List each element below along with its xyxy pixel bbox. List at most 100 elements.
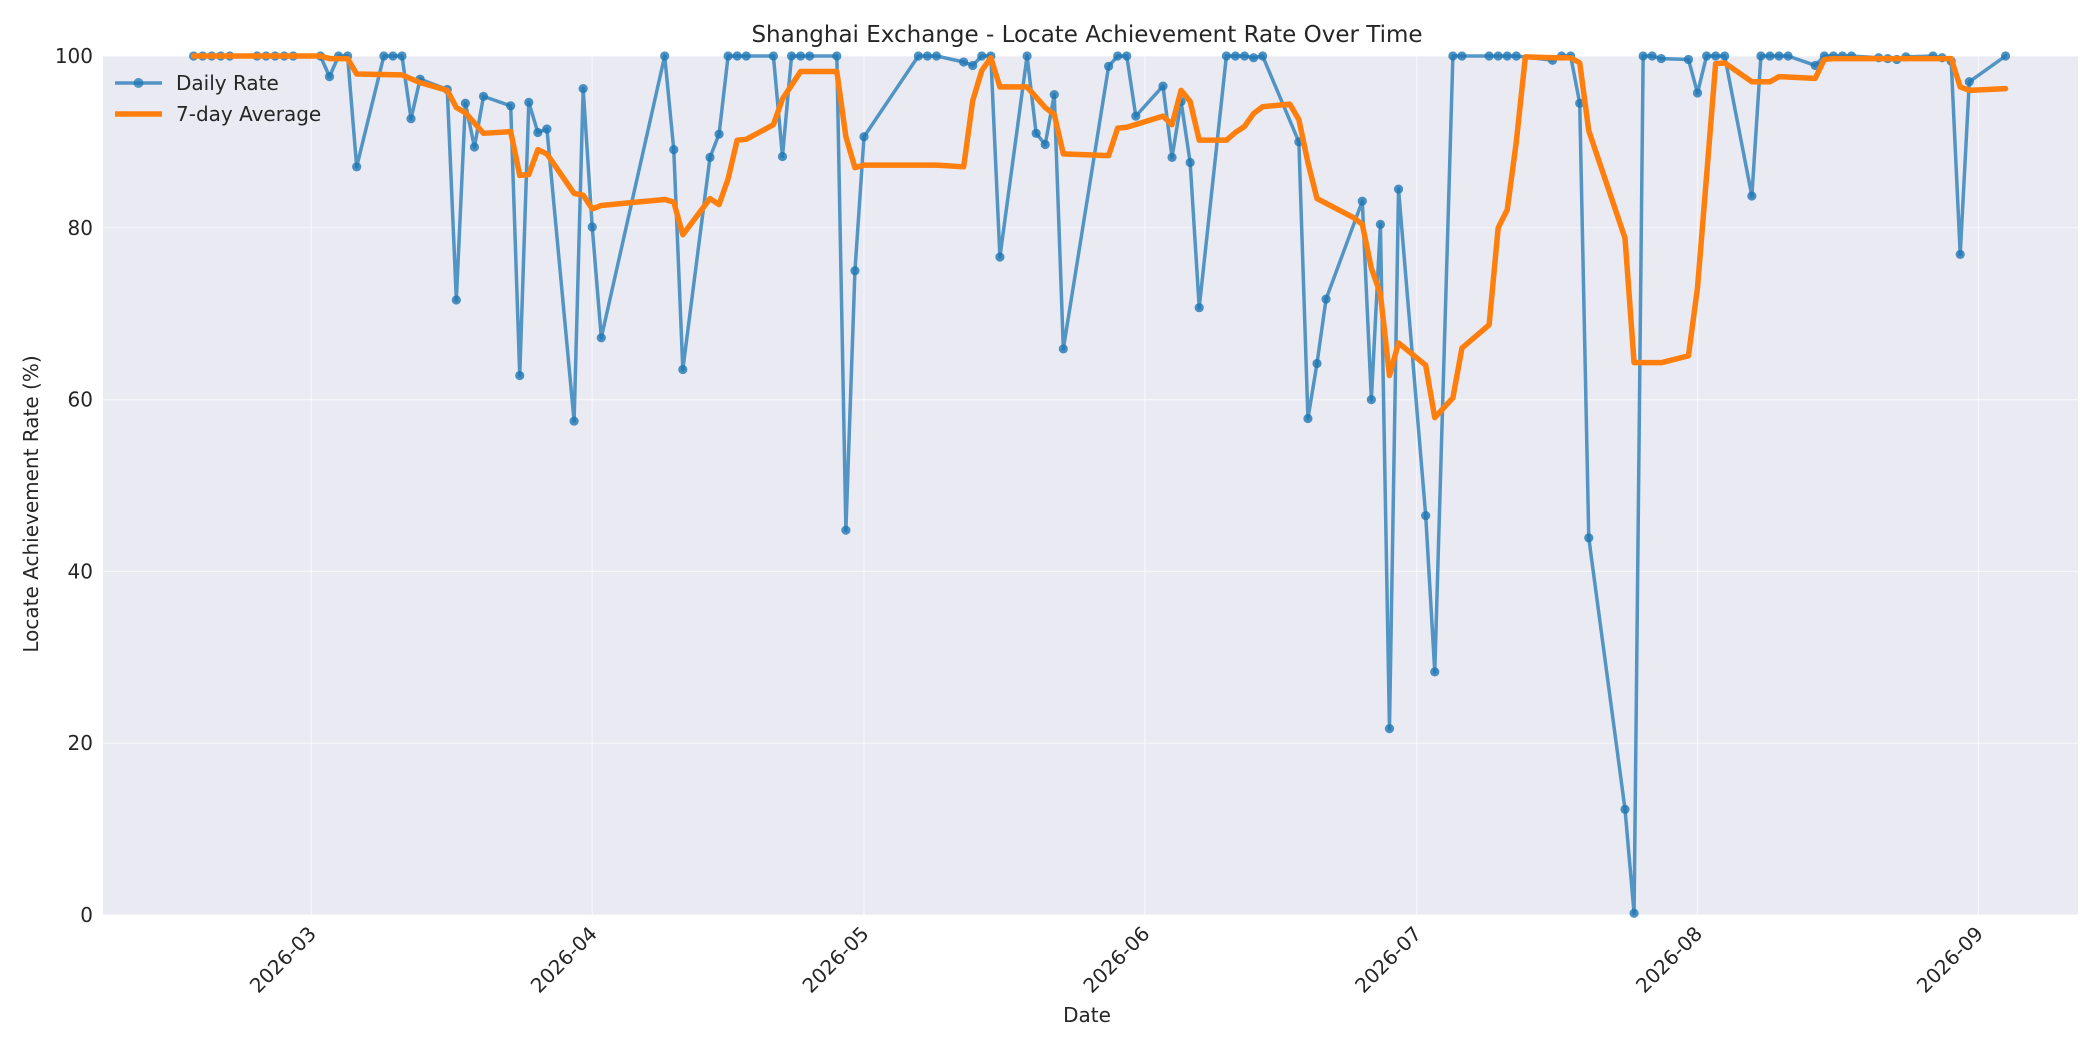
daily-rate-point-77: [1258, 51, 1268, 61]
legend: Daily Rate 7-day Average: [115, 71, 321, 126]
daily-rate-point-53: [931, 51, 942, 61]
daily-rate-point-56: [977, 51, 987, 61]
daily-rate-point-85: [1384, 724, 1395, 734]
daily-rate-point-81: [1321, 294, 1331, 304]
daily-rate-point-82: [1357, 196, 1367, 206]
daily-rate-point-47: [832, 51, 842, 61]
daily-rate-point-93: [1502, 51, 1512, 61]
daily-rate-point-88: [1430, 667, 1440, 677]
daily-rate-point-72: [1194, 303, 1204, 313]
daily-rate-point-21: [451, 295, 461, 305]
daily-rate-point-52: [922, 51, 933, 61]
daily-rate-point-14: [352, 162, 362, 172]
daily-rate-point-16: [388, 51, 398, 61]
daily-rate-point-59: [1022, 51, 1032, 61]
y-tick-label-1: 20: [68, 731, 93, 755]
daily-rate-point-41: [741, 51, 751, 61]
daily-rate-point-35: [669, 145, 679, 155]
daily-rate-point-36: [678, 364, 688, 375]
daily-rate-point-48: [841, 525, 851, 535]
daily-rate-point-113: [1774, 51, 1784, 61]
daily-rate-point-65: [1113, 51, 1123, 61]
y-tick-label-5: 100: [55, 44, 93, 68]
series-layer: [189, 51, 2011, 918]
daily-rate-point-30: [569, 416, 579, 426]
daily-rate-point-64: [1104, 61, 1114, 71]
daily-rate-point-71: [1185, 157, 1195, 168]
daily-rate-point-111: [1756, 51, 1766, 61]
daily-rate-point-75: [1239, 51, 1250, 61]
legend-7day-average-label: 7-day Average: [176, 102, 321, 126]
daily-rate-point-46: [805, 51, 815, 61]
7-day-average-line: [190, 53, 2009, 421]
daily-rate-point-74: [1230, 51, 1241, 61]
y-axis-ticks: 0 20 40 60 80 100: [55, 44, 93, 927]
daily-rate-point-108: [1711, 51, 1721, 61]
daily-rate-point-102: [1638, 51, 1648, 61]
daily-rate-point-104: [1656, 53, 1666, 64]
daily-rate-point-89: [1448, 51, 1458, 61]
daily-rate-point-55: [968, 60, 978, 71]
daily-rate-point-11: [324, 72, 335, 82]
daily-rate-point-94: [1511, 51, 1521, 61]
daily-rate-point-60: [1031, 128, 1041, 138]
y-tick-label-0: 0: [80, 903, 93, 927]
daily-rate-point-58: [995, 252, 1005, 262]
daily-rate-point-129: [2000, 51, 2011, 61]
y-tick-label-4: 80: [68, 216, 93, 240]
daily-rate-point-101: [1629, 908, 1639, 918]
daily-rate-point-84: [1375, 219, 1386, 229]
daily-rate-point-61: [1040, 139, 1050, 150]
daily-rate-point-68: [1158, 81, 1168, 91]
daily-rate-point-29: [542, 124, 552, 134]
daily-rate-point-24: [478, 91, 489, 101]
daily-rate-point-34: [660, 51, 670, 61]
daily-rate-point-51: [913, 51, 923, 61]
daily-rate-point-15: [379, 51, 389, 61]
daily-rate-point-98: [1575, 98, 1585, 108]
daily-rate-point-40: [732, 51, 742, 61]
daily-rate-point-37: [705, 152, 715, 162]
daily-rate-point-79: [1303, 413, 1313, 424]
daily-rate-point-27: [524, 97, 534, 107]
daily-rate-point-33: [596, 333, 606, 343]
daily-rate-point-42: [768, 51, 779, 61]
daily-rate-point-31: [578, 84, 588, 94]
x-axis-label: Date: [1063, 1003, 1111, 1027]
daily-rate-point-22: [460, 98, 470, 108]
daily-rate-point-28: [533, 127, 543, 138]
daily-rate-point-87: [1421, 510, 1431, 521]
daily-rate-point-39: [723, 51, 733, 61]
daily-rate-point-26: [515, 370, 525, 381]
daily-rate-point-106: [1692, 88, 1703, 98]
y-tick-label-3: 60: [68, 388, 93, 412]
daily-rate-point-17: [397, 51, 407, 61]
daily-rate-point-80: [1312, 358, 1322, 369]
daily-rate-point-62: [1049, 90, 1059, 100]
daily-rate-point-49: [850, 266, 860, 276]
daily-rate-point-107: [1701, 51, 1712, 61]
daily-rate-point-38: [714, 129, 724, 139]
daily-rate-point-109: [1720, 51, 1730, 61]
daily-rate-point-54: [959, 57, 969, 67]
daily-rate-point-44: [786, 51, 797, 61]
daily-rate-point-43: [777, 151, 788, 162]
daily-rate-point-91: [1484, 51, 1494, 61]
daily-rate-point-127: [1955, 249, 1965, 260]
daily-rate-point-18: [406, 114, 416, 124]
y-axis-label: Locate Achievement Rate (%): [19, 355, 43, 652]
daily-rate-point-114: [1783, 51, 1793, 61]
daily-rate-point-86: [1393, 184, 1404, 194]
daily-rate-point-103: [1647, 51, 1657, 61]
legend-daily-rate-marker: [133, 78, 144, 88]
daily-rate-point-105: [1683, 54, 1694, 65]
daily-rate-point-90: [1457, 51, 1467, 61]
daily-rate-point-128: [1964, 77, 1974, 87]
daily-rate-point-32: [587, 222, 597, 232]
daily-rate-point-100: [1620, 804, 1630, 814]
daily-rate-point-83: [1366, 395, 1376, 405]
daily-rate-point-66: [1122, 51, 1132, 61]
legend-daily-rate-label: Daily Rate: [176, 71, 279, 95]
